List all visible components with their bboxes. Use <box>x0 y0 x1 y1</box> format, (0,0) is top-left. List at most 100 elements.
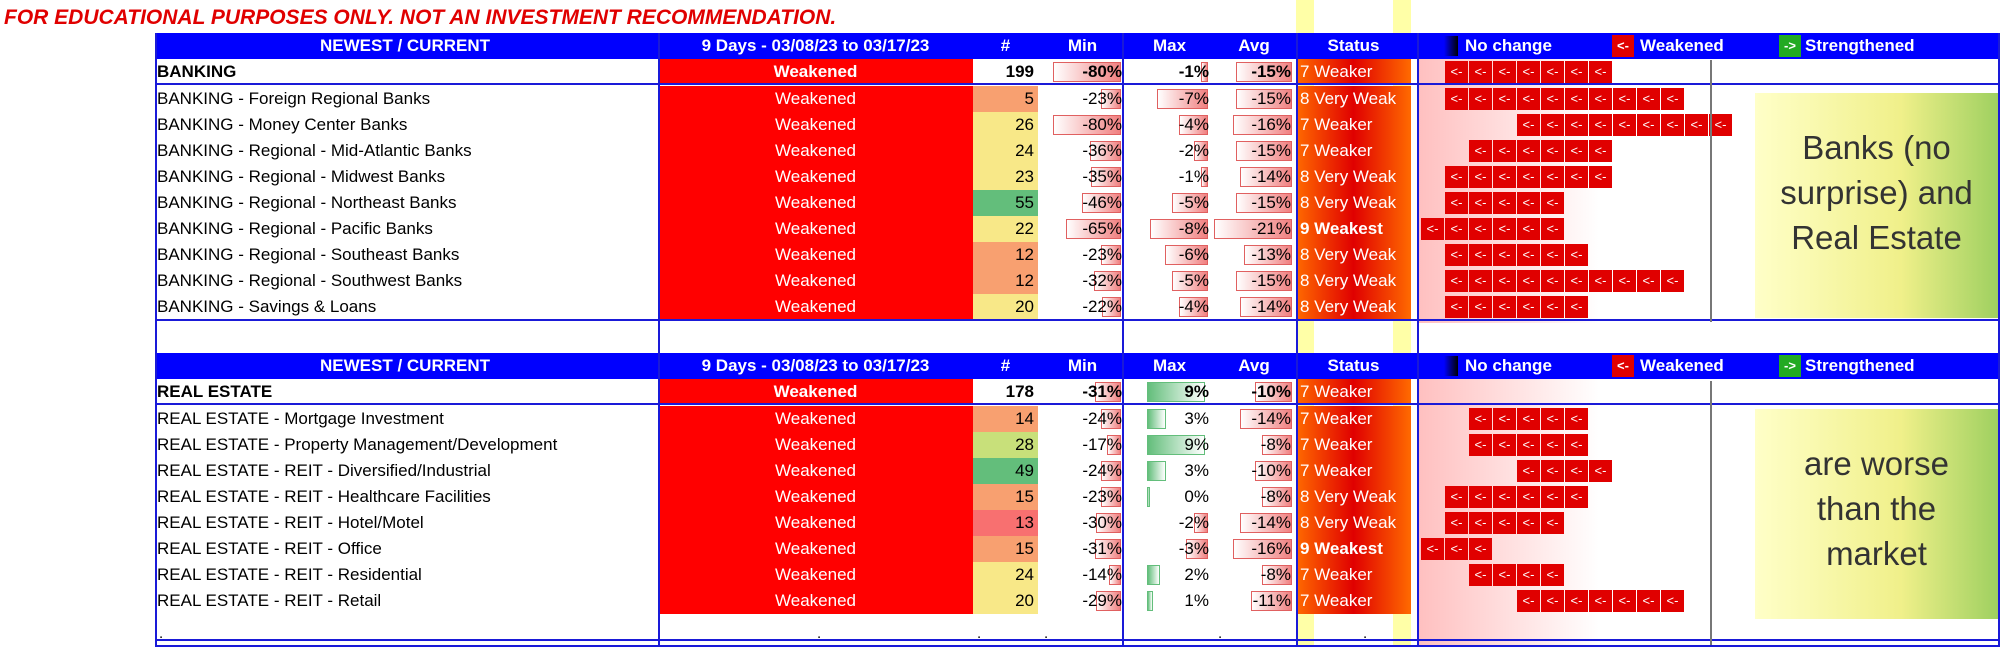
weakened-arrow-icon: <- <box>1661 270 1684 292</box>
avg-data-bar <box>1236 62 1292 82</box>
trend-cell: Weakened <box>658 484 973 510</box>
weakened-arrow-icon: <- <box>1565 270 1588 292</box>
header-max: Max <box>1152 356 1187 375</box>
annotation-line: than the <box>1816 490 1937 527</box>
weakened-arrow-icon: <- <box>1589 166 1612 188</box>
weakened-arrow-icon: <- <box>1517 512 1540 534</box>
count-cell: 14 <box>973 406 1038 432</box>
count-cell: 24 <box>973 562 1038 588</box>
max-data-bar <box>1147 565 1160 585</box>
avg-data-bar <box>1251 591 1292 611</box>
column-divider <box>658 33 660 647</box>
sector-name: REAL ESTATE - REIT - Office <box>157 539 382 558</box>
avg-cell: -15% <box>1251 271 1291 290</box>
weakened-arrow-icon: <- <box>1469 408 1492 430</box>
weakened-arrow-icon: <- <box>1565 486 1588 508</box>
sector-name: BANKING <box>157 62 237 81</box>
max-cell: 3% <box>1184 409 1209 428</box>
weakened-arrow-icon: <- <box>1565 244 1588 266</box>
weakened-arrow-icon: <- <box>1445 296 1468 318</box>
weakened-arrow-icon: <- <box>1541 486 1564 508</box>
weakened-arrow-icon: <- <box>1541 192 1564 214</box>
header-status: Status <box>1327 36 1380 55</box>
weakened-arrow-icon: <- <box>1493 512 1516 534</box>
min-data-bar <box>1094 539 1121 559</box>
section-bottom-line <box>155 639 1998 641</box>
weakened-arrow-icon: <- <box>1541 434 1564 456</box>
sector-name: BANKING - Regional - Southwest Banks <box>157 271 463 290</box>
footer-dot: . <box>159 625 164 642</box>
count-cell: 15 <box>973 536 1038 562</box>
row-divider <box>155 403 1998 405</box>
count-cell: 28 <box>973 432 1038 458</box>
weakened-arrow-icon: <- <box>1637 590 1660 612</box>
header-count: # <box>1000 36 1011 55</box>
weakened-arrow-icon: <- <box>1469 61 1492 83</box>
weakened-arrow-icon: <- <box>1541 218 1564 240</box>
max-data-bar <box>1200 62 1208 82</box>
weakened-arrow-icon: <- <box>1493 192 1516 214</box>
weakened-arrow-icon: <- <box>1589 590 1612 612</box>
weakened-arrow-icon: <- <box>1661 88 1684 110</box>
weakened-arrow-icon: <- <box>1589 270 1612 292</box>
weakened-arrow-icon: <- <box>1517 408 1540 430</box>
status-cell: 7 Weaker <box>1296 138 1411 164</box>
trend-arrows: <- <- <- <- <- <box>1469 434 1589 456</box>
weakened-arrow-icon: <- <box>1469 192 1492 214</box>
min-data-bar <box>1102 297 1121 317</box>
weakened-arrow-icon: <- <box>1469 166 1492 188</box>
max-data-bar <box>1164 245 1208 265</box>
weakened-arrow-icon: <- <box>1493 140 1516 162</box>
avg-cell: -10% <box>1251 382 1291 401</box>
max-cell: -4% <box>1178 297 1209 316</box>
avg-data-bar <box>1236 141 1292 161</box>
trend-cell: Weakened <box>658 458 973 484</box>
weakened-arrow-icon: <- <box>1613 114 1636 136</box>
footer-dot: . <box>1044 625 1049 642</box>
max-cell: 0% <box>1184 487 1209 506</box>
trend-cell: Weakened <box>658 190 973 216</box>
sector-name: REAL ESTATE - REIT - Hotel/Motel <box>157 513 424 532</box>
status-cell: 7 Weaker <box>1296 588 1411 614</box>
count-cell: 15 <box>973 484 1038 510</box>
trend-cell: Weakened <box>658 510 973 536</box>
min-cell: -80% <box>1082 115 1122 134</box>
sector-name: REAL ESTATE - REIT - Healthcare Faciliti… <box>157 487 491 506</box>
weakened-arrow-icon: <- <box>1469 244 1492 266</box>
count-cell: 49 <box>973 458 1038 484</box>
weakened-arrow-icon: <- <box>1445 218 1468 240</box>
avg-data-bar <box>1254 382 1292 402</box>
weakened-arrow-icon: <- <box>1445 512 1468 534</box>
max-cell: -2% <box>1178 141 1209 160</box>
weakened-arrow-icon: <- <box>1469 512 1492 534</box>
annotation-note: Banks (no surprise) and Real Estate <box>1755 93 1998 318</box>
avg-cell: -15% <box>1251 193 1291 212</box>
count-cell: 12 <box>973 242 1038 268</box>
trend-cell: Weakened <box>658 268 973 294</box>
weakened-arrow-icon: <- <box>1661 590 1684 612</box>
table-row: REAL ESTATE - REIT - Hotel/Motel Weakened… <box>155 510 1998 536</box>
weakened-arrow-icon: <- <box>1469 486 1492 508</box>
footer-dot: . <box>817 625 822 642</box>
avg-cell: -15% <box>1251 89 1291 108</box>
header-group: NEWEST / CURRENT <box>320 356 490 375</box>
annotation-line: surprise) and <box>1780 174 1973 211</box>
weakened-arrow-icon: <- <box>1613 590 1636 612</box>
min-data-bar <box>1081 193 1121 213</box>
table-row: REAL ESTATE - REIT - Residential Weakened… <box>155 562 1998 588</box>
status-cell: 9 Weakest <box>1296 536 1411 562</box>
trend-arrows: <- <- <- <- <- <- <- <- <- <- <box>1445 270 1685 292</box>
weakened-arrow-icon: <- <box>1565 140 1588 162</box>
avg-data-bar <box>1240 167 1292 187</box>
weakened-arrow-icon: <- <box>1469 218 1492 240</box>
avg-data-bar <box>1214 219 1292 239</box>
status-cell: 7 Weaker <box>1296 562 1411 588</box>
header-avg: Avg <box>1238 36 1270 55</box>
header-period: 9 Days - 03/08/23 to 03/17/23 <box>701 36 930 55</box>
weakened-arrow-icon: <- <box>1541 88 1564 110</box>
weakened-arrow-icon: <- <box>1469 434 1492 456</box>
count-cell: 199 <box>1005 62 1034 81</box>
status-cell: 8 Very Weak <box>1296 242 1411 268</box>
avg-data-bar <box>1232 539 1292 559</box>
max-cell: -1% <box>1178 167 1209 186</box>
